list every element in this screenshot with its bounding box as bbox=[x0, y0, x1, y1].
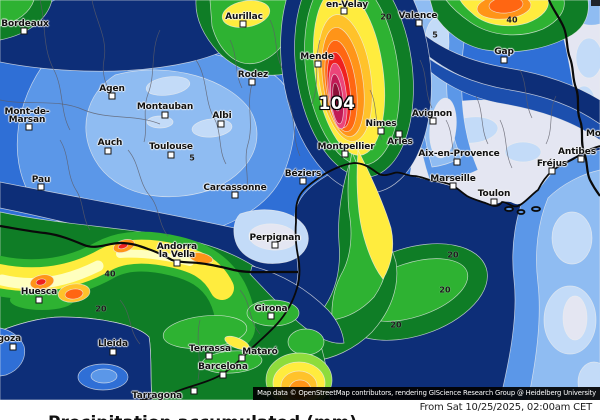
country-borders bbox=[0, 0, 600, 274]
precipitation-map[interactable]: Bordeaux Aurillac Rodez Agen Montauban Albi Mo… bbox=[0, 0, 600, 400]
precip-fill-layer bbox=[0, 0, 600, 400]
coastline bbox=[139, 145, 600, 400]
valid-time-label: From Sat 10/25/2025, 02:00am CET bbox=[419, 402, 593, 413]
map-caption: Precipitation accumulated (mm) bbox=[48, 413, 357, 420]
map-canvas bbox=[0, 0, 600, 400]
admin-borders bbox=[0, 0, 557, 381]
footer-bar: Precipitation accumulated (mm) From Sat … bbox=[0, 400, 600, 420]
clipped-label-fragment bbox=[591, 0, 600, 6]
map-attribution: Map data © OpenStreetMap contributors, r… bbox=[253, 387, 600, 400]
